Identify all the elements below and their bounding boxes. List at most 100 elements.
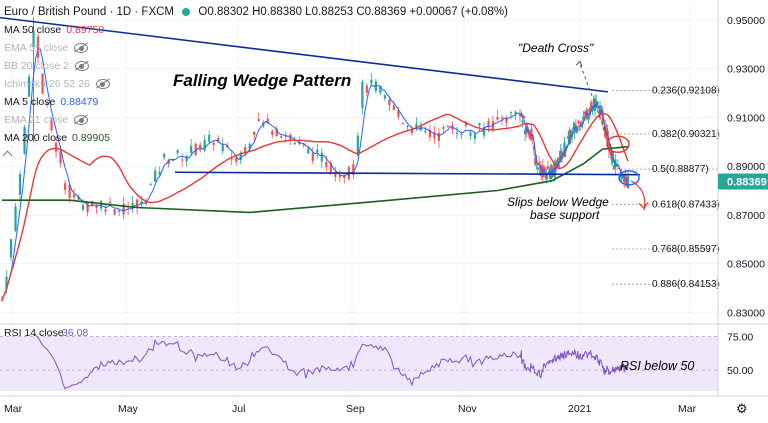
candle-body xyxy=(122,203,125,215)
candle-body xyxy=(379,85,382,93)
candle-body xyxy=(203,139,206,151)
legend-collapse[interactable] xyxy=(2,147,508,165)
indicator-name: EMA 55 close xyxy=(4,42,69,54)
candle-body xyxy=(63,183,67,190)
candle-body xyxy=(478,123,481,126)
candle-body xyxy=(190,145,193,153)
fib-label: 0.236(0.92108) xyxy=(652,85,720,96)
candle-body xyxy=(81,205,85,210)
legend-indicator[interactable]: MA 50 close 0.89750 xyxy=(4,21,508,39)
candle-body xyxy=(221,144,224,152)
candle-body xyxy=(23,127,26,154)
candle-body xyxy=(50,120,53,131)
candle-body xyxy=(54,142,58,152)
candle-body xyxy=(590,102,593,109)
candle-body xyxy=(397,110,400,117)
candle-body xyxy=(415,124,418,129)
candle-body xyxy=(338,175,341,178)
candle-body xyxy=(392,105,395,110)
candle-body xyxy=(401,123,404,125)
fibonacci-levels: 0.236(0.92108) 0.382(0.90321) 0.5(0.88877)… xyxy=(612,85,720,290)
candle-body xyxy=(230,158,233,160)
hidden-eye-icon[interactable] xyxy=(74,115,89,126)
candle-body xyxy=(607,143,611,151)
legend-indicator[interactable]: MA 5 close 0.88479 xyxy=(4,93,508,111)
candle-body xyxy=(572,127,575,130)
wedge-lower-line xyxy=(174,171,641,176)
legend-indicator[interactable]: BB 20 close 2 xyxy=(4,57,508,75)
candle-body xyxy=(460,133,463,136)
candle-body xyxy=(424,131,427,133)
candle-body xyxy=(487,121,490,127)
candle-body xyxy=(275,128,278,137)
arrowhead-icon xyxy=(638,201,649,210)
candle-body xyxy=(521,120,524,123)
candle-body xyxy=(77,196,80,200)
symbol-title[interactable]: Euro / British Pound · 1D · FXCM xyxy=(4,6,174,18)
candle-body xyxy=(529,135,532,139)
candle-body xyxy=(558,157,561,163)
candle-body xyxy=(578,128,581,131)
legend-indicator[interactable]: MA 200 close 0.89905 xyxy=(4,129,508,147)
candle-body xyxy=(131,202,134,209)
arrowhead-icon xyxy=(575,60,583,67)
candle-body xyxy=(455,132,459,135)
candle-body xyxy=(208,135,211,142)
chevron-up-icon[interactable] xyxy=(2,150,13,161)
candle-body xyxy=(473,134,477,139)
candle-body xyxy=(253,131,256,135)
candle-body xyxy=(537,162,541,165)
candle-body xyxy=(86,202,89,213)
hidden-eye-icon[interactable] xyxy=(74,61,89,72)
candle-body xyxy=(334,173,337,178)
gear-icon[interactable]: ⚙ xyxy=(736,401,748,416)
hidden-eye-icon[interactable] xyxy=(74,43,89,54)
candle-body xyxy=(544,173,547,178)
ohlc-values: O0.88302 H0.88380 L0.88253 C0.88369 +0.0… xyxy=(198,6,508,18)
hidden-eye-icon[interactable] xyxy=(95,79,110,90)
candle-body xyxy=(557,157,560,169)
legend-indicator[interactable]: EMA 55 close xyxy=(4,39,508,57)
indicator-name: Ichimoku 26 52 26 xyxy=(4,78,90,90)
time-tick-label: Sep xyxy=(346,403,365,415)
indicator-name: MA 5 close xyxy=(4,96,56,108)
candle-body xyxy=(530,128,533,140)
price-tick-label: 0.87000 xyxy=(727,210,765,222)
candle-body xyxy=(602,128,605,131)
candle-body xyxy=(370,79,373,84)
candle-body xyxy=(601,111,604,125)
candle-body xyxy=(604,125,607,137)
candle-body xyxy=(626,176,630,189)
rsi-tick-label: 75.00 xyxy=(727,331,753,343)
candle-body xyxy=(583,112,586,114)
price-tick-label: 0.83000 xyxy=(727,307,765,319)
indicator-name: BB 20 close 2 xyxy=(4,60,69,72)
legend-indicator[interactable]: Ichimoku 26 52 26 xyxy=(4,75,508,93)
candle-body xyxy=(623,175,626,183)
time-tick-label: 2021 xyxy=(568,403,592,415)
candle-body xyxy=(329,163,332,173)
candle-body xyxy=(235,157,238,162)
candle-body xyxy=(388,99,391,105)
fib-label: 0.618(0.87433) xyxy=(652,199,720,210)
rsi-band xyxy=(0,336,718,391)
rsi-label: RSI 14 close xyxy=(4,327,64,339)
price-tick-label: 0.95000 xyxy=(727,15,765,27)
candle-body xyxy=(554,163,557,173)
wedge-upper-line xyxy=(0,16,609,93)
candle-body xyxy=(536,167,539,170)
candle-body xyxy=(374,81,377,91)
candle-body xyxy=(271,130,274,135)
candle-body xyxy=(136,199,139,207)
candle-body xyxy=(527,130,530,136)
candle-body xyxy=(577,120,580,124)
indicator-value: 0.89905 xyxy=(72,132,111,144)
breakdown-circle xyxy=(618,170,640,186)
candle-body xyxy=(559,150,562,162)
legend-indicator[interactable]: EMA 21 close xyxy=(4,111,508,129)
candle-body xyxy=(149,184,152,186)
candle-body xyxy=(248,143,251,150)
